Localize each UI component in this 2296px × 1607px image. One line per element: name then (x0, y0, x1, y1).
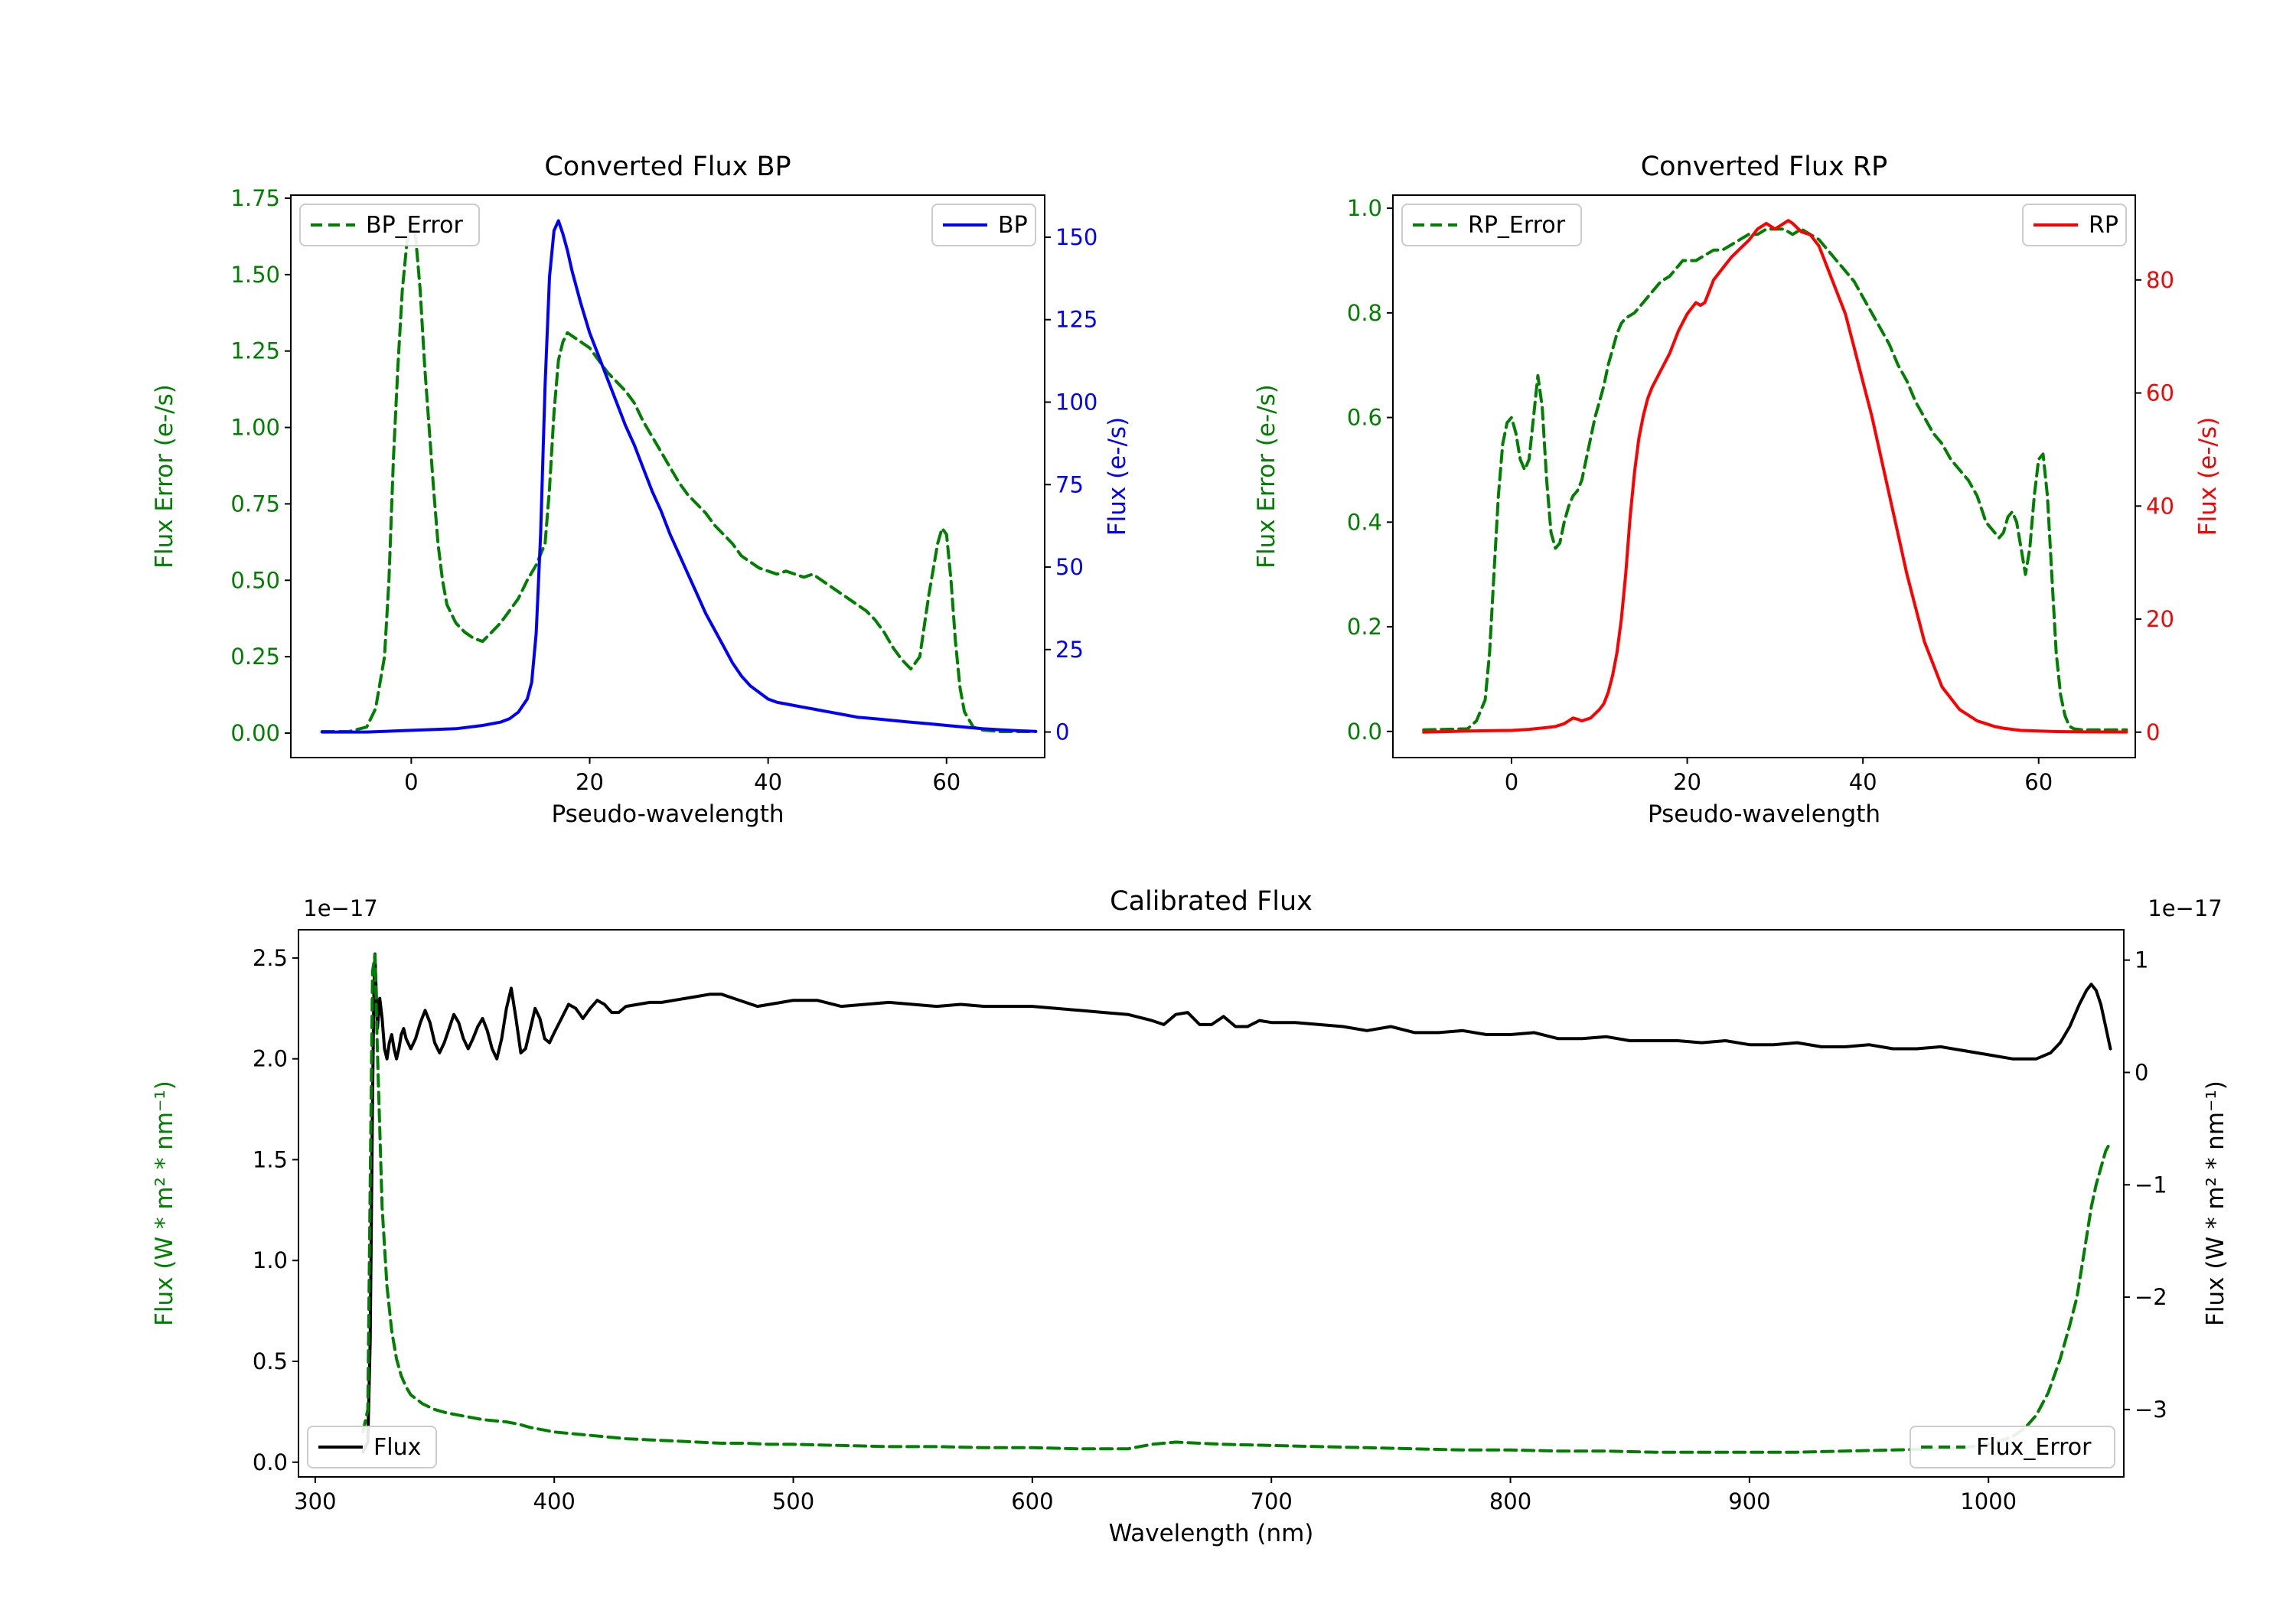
y-tick-label-left: 0.0 (253, 1449, 288, 1475)
y-tick-label-left: 1.25 (230, 338, 280, 364)
x-tick-label: 1000 (1960, 1488, 2017, 1514)
legend-label: RP_Error (1468, 212, 1566, 239)
x-tick-label: 40 (1849, 769, 1877, 795)
y-tick-label-left: 0.8 (1347, 300, 1382, 326)
legend-box (299, 204, 480, 246)
chart-rp: Converted Flux RP 0 20 40 60 Pseudo-wavelengt… (1253, 152, 2222, 828)
legend-label: RP (2089, 212, 2118, 239)
y-tick-label-right: 25 (1055, 637, 1084, 663)
y-tick-label-left: 0.4 (1347, 509, 1382, 535)
y-tick-label-right: 50 (1055, 554, 1084, 580)
x-tick-label: 800 (1489, 1488, 1531, 1514)
y-tick-label-left: 0.25 (230, 644, 280, 670)
y-tick-label-left: 2.0 (253, 1046, 288, 1072)
y-axis-label-right: Flux (e-/s) (1104, 417, 1131, 536)
y-tick-label-right: 0 (2135, 1059, 2148, 1085)
legend-box (1910, 1426, 2115, 1468)
x-tick-label: 500 (772, 1488, 814, 1514)
axes-frame (290, 194, 1045, 758)
series-RP (1422, 219, 2128, 734)
y-tick-label-left: 0.0 (1347, 719, 1382, 745)
chart-title: Calibrated Flux (1110, 886, 1313, 917)
legend-label: Flux_Error (1976, 1434, 2092, 1461)
x-tick-label: 0 (1505, 769, 1518, 795)
y-axis-label-left: Flux (W * m² * nm⁻¹) (151, 1081, 178, 1326)
y-tick-label-right: 125 (1055, 307, 1097, 333)
y-tick-label-right: 150 (1055, 224, 1097, 250)
y-tick-label-right: 20 (2146, 606, 2174, 632)
y-tick-label-right: 75 (1055, 471, 1084, 497)
y-tick-label-left: 1.0 (253, 1247, 288, 1273)
x-axis-label: Pseudo-wavelength (551, 800, 784, 828)
x-tick-label: 20 (576, 769, 604, 795)
y-tick-label-left: 0.00 (230, 720, 280, 746)
x-tick-label: 60 (2024, 769, 2053, 795)
x-tick-label: 900 (1728, 1488, 1770, 1514)
y-tick-label-right: −3 (2135, 1397, 2167, 1423)
series-Flux_Error (361, 953, 2112, 1454)
y-axis-label-left: Flux Error (e-/s) (151, 384, 178, 569)
chart-bp: Converted Flux BP 0 20 40 60 Pseudo-wavelengt… (151, 152, 1131, 828)
legend-box (307, 1426, 437, 1468)
chart-title: Converted Flux RP (1641, 152, 1888, 182)
y-tick-label-left: 1.5 (253, 1146, 288, 1172)
y-tick-label-right: 1 (2135, 947, 2148, 973)
y-tick-label-left: 1.0 (1347, 195, 1382, 221)
chart-calibrated: Calibrated Flux 1e−17 1e−17 300 400 500 600 700… (151, 886, 2229, 1547)
y-tick-label-left: 0.75 (230, 491, 280, 517)
y-tick-label-right: 60 (2146, 380, 2174, 406)
y-tick-label-left: 1.50 (230, 262, 280, 288)
x-tick-label: 700 (1251, 1488, 1293, 1514)
chart-title: Converted Flux BP (544, 152, 791, 182)
y-tick-label-right: 0 (2146, 719, 2160, 745)
legend-box (1401, 204, 1582, 246)
y-tick-label-right: 40 (2146, 493, 2174, 519)
series-RP_Error (1422, 227, 2128, 732)
x-tick-label: 300 (294, 1488, 336, 1514)
x-tick-label: 600 (1011, 1488, 1053, 1514)
offset-text-left: 1e−17 (303, 895, 378, 921)
y-tick-label-right: −1 (2135, 1172, 2167, 1198)
y-axis-label-right: Flux (W * m² * nm⁻¹) (2202, 1081, 2229, 1326)
y-tick-label-left: 0.6 (1347, 405, 1382, 431)
y-tick-label-left: 2.5 (253, 945, 288, 971)
legend-label: BP_Error (366, 212, 463, 239)
axes-frame (298, 929, 2125, 1478)
x-tick-label: 20 (1673, 769, 1701, 795)
y-tick-label-left: 0.5 (253, 1348, 288, 1374)
x-axis-label: Pseudo-wavelength (1648, 800, 1880, 828)
y-tick-label-right: −2 (2135, 1284, 2167, 1310)
legend-label: Flux (373, 1434, 421, 1461)
x-axis-label: Wavelength (nm) (1109, 1520, 1314, 1547)
y-axis-label-left: Flux Error (e-/s) (1253, 384, 1280, 569)
axes-frame (1392, 194, 2136, 758)
x-tick-label: 40 (754, 769, 782, 795)
y-axis-label-right: Flux (e-/s) (2194, 417, 2222, 536)
y-tick-label-left: 0.50 (230, 567, 280, 593)
x-tick-label: 0 (404, 769, 418, 795)
y-tick-label-right: 0 (1055, 719, 1069, 745)
series-BP_Error (320, 221, 1038, 733)
series-BP (320, 219, 1038, 734)
y-tick-label-right: 100 (1055, 390, 1097, 416)
series-Flux (361, 952, 2112, 1454)
y-tick-label-left: 1.00 (230, 415, 280, 441)
y-tick-label-left: 1.75 (230, 185, 280, 211)
x-tick-label: 400 (533, 1488, 576, 1514)
x-tick-label: 60 (932, 769, 960, 795)
legend-label: BP (998, 212, 1028, 239)
y-tick-label-right: 80 (2146, 267, 2174, 293)
y-tick-label-left: 0.2 (1347, 614, 1382, 640)
offset-text-right: 1e−17 (2148, 895, 2223, 921)
